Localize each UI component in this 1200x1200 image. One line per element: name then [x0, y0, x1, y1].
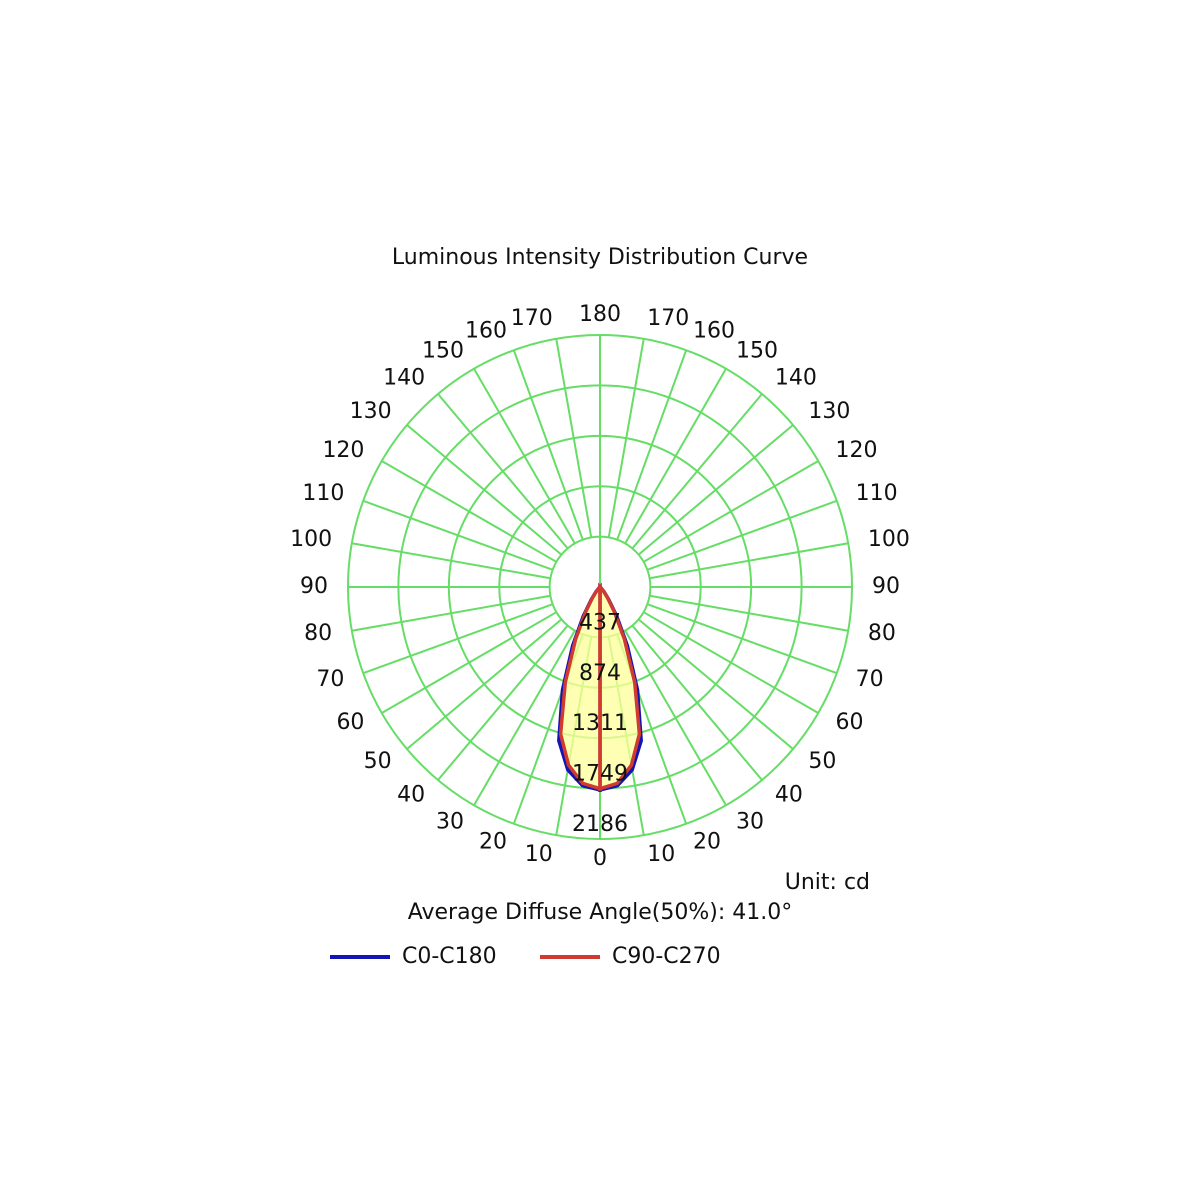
angle-label: 40	[775, 782, 803, 807]
r-tick-label: 1749	[572, 762, 628, 787]
angle-label: 110	[856, 481, 898, 506]
grid-spoke	[643, 460, 819, 563]
angle-label: 170	[647, 306, 689, 331]
grid-spoke	[512, 349, 584, 541]
angle-label: 80	[868, 621, 896, 646]
grid-spoke	[631, 393, 763, 550]
legend-label: C90-C270	[612, 944, 721, 969]
grid-spoke	[646, 499, 838, 571]
angle-label: 60	[336, 710, 364, 735]
r-tick-label: 874	[579, 661, 621, 686]
grid-spoke	[624, 630, 727, 806]
grid-spoke	[362, 603, 554, 675]
angle-label: 20	[479, 830, 507, 855]
grid-spoke	[406, 618, 563, 750]
grid-spoke	[437, 393, 569, 550]
grid-spoke	[649, 594, 849, 632]
grid-spoke	[351, 594, 551, 632]
angle-label: 70	[316, 667, 344, 692]
grid-spoke	[351, 542, 551, 580]
angle-label: 90	[872, 574, 900, 599]
angle-label: 10	[525, 842, 553, 867]
angle-label: 130	[350, 399, 392, 424]
angle-label: 40	[397, 782, 425, 807]
angle-label: 50	[808, 749, 836, 774]
r-tick-label: 1311	[572, 711, 628, 736]
grid-spoke	[637, 618, 794, 750]
angle-label: 140	[383, 366, 425, 391]
grid-spoke	[607, 338, 645, 538]
angle-label: 10	[647, 842, 675, 867]
angle-label: 150	[422, 338, 464, 363]
grid-spoke	[437, 624, 569, 781]
intensity-curve	[558, 582, 602, 792]
grid-spoke	[555, 338, 593, 538]
angle-label: 30	[436, 810, 464, 835]
angle-label: 170	[511, 306, 553, 331]
r-tick-label: 437	[579, 610, 621, 635]
angle-label: 60	[836, 710, 864, 735]
angle-label: 30	[736, 810, 764, 835]
grid-spoke	[381, 611, 557, 714]
grid-spoke	[646, 603, 838, 675]
angle-label: 160	[693, 318, 735, 343]
grid-spoke	[381, 460, 557, 563]
unit-label: Unit: cd	[785, 870, 870, 895]
angle-label: 70	[856, 667, 884, 692]
grid-spoke	[406, 424, 563, 556]
r-tick-label: 2186	[572, 812, 628, 837]
angle-label: 110	[302, 481, 344, 506]
grid-spoke	[473, 630, 576, 806]
grid-spoke	[362, 499, 554, 571]
angle-label: 100	[290, 527, 332, 552]
angle-label: 180	[579, 302, 621, 327]
angle-label: 20	[693, 830, 721, 855]
grid-spoke	[631, 624, 763, 781]
angle-label: 90	[300, 574, 328, 599]
angle-label: 160	[465, 318, 507, 343]
legend-label: C0-C180	[402, 944, 497, 969]
grid-spoke	[637, 424, 794, 556]
grid-spoke	[473, 368, 576, 544]
angle-label: 140	[775, 366, 817, 391]
angle-label: 50	[364, 749, 392, 774]
angle-label: 120	[322, 438, 364, 463]
chart-title: Luminous Intensity Distribution Curve	[392, 245, 808, 270]
angle-label: 120	[836, 438, 878, 463]
note: Average Diffuse Angle(50%): 41.0°	[408, 900, 793, 925]
grid-spoke	[624, 368, 727, 544]
grid-spoke	[616, 349, 688, 541]
angle-label: 0	[593, 846, 607, 871]
grid-spoke	[649, 542, 849, 580]
angle-label: 80	[304, 621, 332, 646]
angle-label: 150	[736, 338, 778, 363]
angle-label: 100	[868, 527, 910, 552]
grid-spoke	[643, 611, 819, 714]
angle-label: 130	[808, 399, 850, 424]
